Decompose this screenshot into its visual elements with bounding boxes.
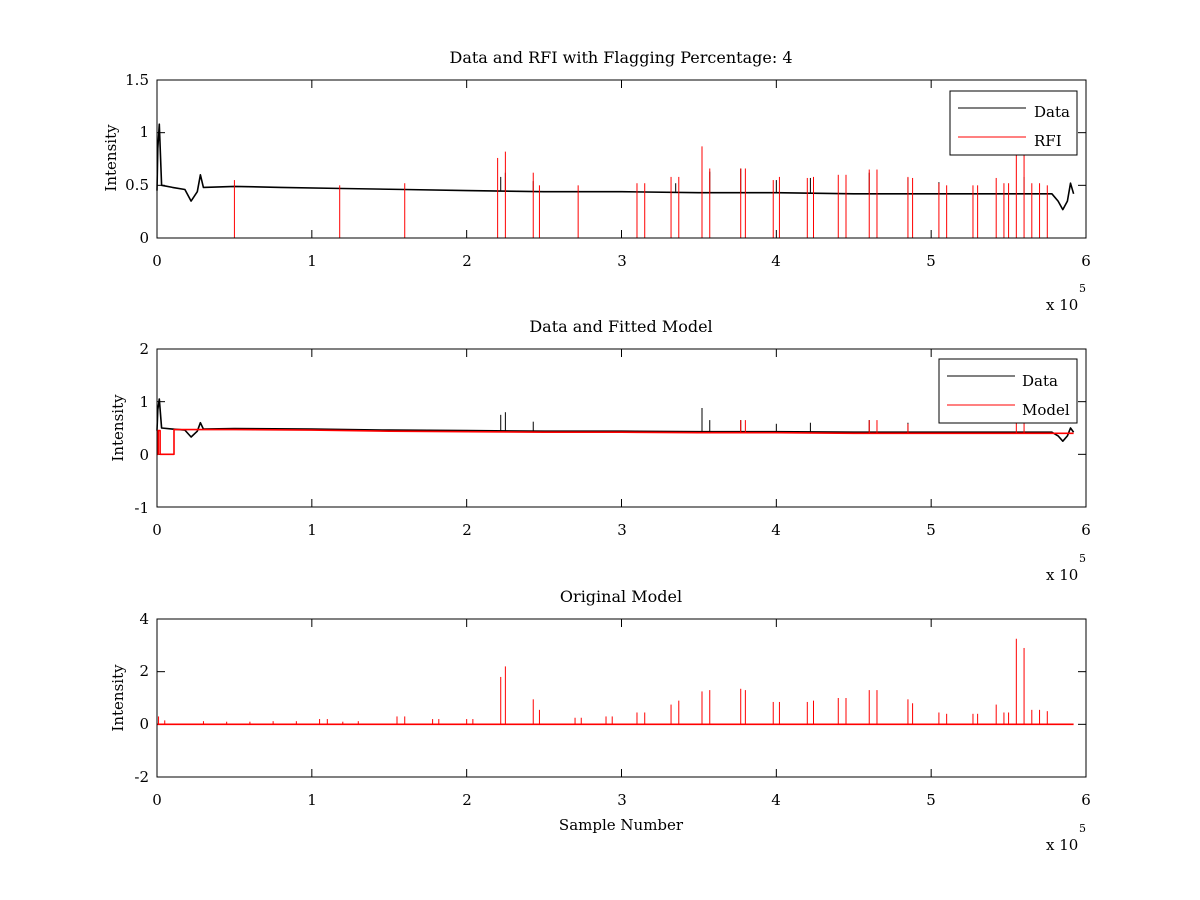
panel2-legend: Data Model <box>938 358 1078 424</box>
panel1-ytick-3: 1.5 <box>125 71 149 89</box>
panel1-xtick-5: 5 <box>926 252 936 270</box>
panel3-xtick-2: 2 <box>462 791 472 809</box>
panel2-legend-box <box>938 358 1078 424</box>
panel2-ytick-labels: -1 0 1 2 <box>134 340 149 517</box>
panel3-x-exponent: x 10 <box>1046 836 1078 854</box>
panel1-xtick-3: 3 <box>617 252 627 270</box>
panel2-xtick-0: 0 <box>152 521 162 539</box>
panel3-axes-box <box>156 618 1087 778</box>
panel1-legend: Data RFI <box>949 90 1078 156</box>
panel1-ytick-1: 0.5 <box>125 176 149 194</box>
panel3-plot-area <box>156 618 1087 778</box>
panel2-ylabel: Intensity <box>109 394 127 462</box>
panel2-ytick-2: 1 <box>139 393 149 411</box>
panel3-xlabel: Sample Number <box>559 816 684 834</box>
panel1-title: Data and RFI with Flagging Percentage: 4 <box>449 48 792 67</box>
panel1-axes-box <box>156 79 1087 239</box>
panel1-ytick-2: 1 <box>139 123 149 141</box>
panel-data-rfi: Data and RFI with Flagging Percentage: 4… <box>102 48 1091 314</box>
panel1-x-exponent: x 10 <box>1046 296 1078 314</box>
panel1-legend-data-label: Data <box>1034 103 1070 121</box>
panel3-xtick-3: 3 <box>617 791 627 809</box>
panel1-x-exponent-power: 5 <box>1079 282 1086 295</box>
panel1-xtick-6: 6 <box>1081 252 1091 270</box>
panel1-xtick-4: 4 <box>771 252 781 270</box>
data-line <box>156 123 1075 211</box>
panel2-legend-model-label: Model <box>1022 401 1070 419</box>
panel2-legend-data-label: Data <box>1022 372 1058 390</box>
panel3-ytick-1: 0 <box>139 715 149 733</box>
panel2-xtick-1: 1 <box>307 521 317 539</box>
panel3-x-exponent-power: 5 <box>1079 822 1086 835</box>
panel1-ytick-0: 0 <box>139 229 149 247</box>
panel1-legend-rfi-label: RFI <box>1034 132 1062 150</box>
panel3-ytick-2: 2 <box>139 662 149 680</box>
panel1-xtick-labels: 0 1 2 3 4 5 6 <box>152 252 1091 270</box>
panel2-xtick-5: 5 <box>926 521 936 539</box>
panel2-xtick-4: 4 <box>771 521 781 539</box>
panel1-plot-area <box>156 79 1087 239</box>
model-line <box>157 428 1074 456</box>
panel2-title: Data and Fitted Model <box>529 317 712 336</box>
panel1-ylabel: Intensity <box>102 124 120 192</box>
panel3-xtick-labels: 0 1 2 3 4 5 6 <box>152 791 1091 809</box>
panel3-xtick-1: 1 <box>307 791 317 809</box>
panel1-xtick-2: 2 <box>462 252 472 270</box>
panel2-x-exponent: x 10 <box>1046 566 1078 584</box>
panel3-xtick-6: 6 <box>1081 791 1091 809</box>
panel1-legend-box <box>949 90 1078 156</box>
panel3-ytick-3: 4 <box>139 610 149 628</box>
panel2-xtick-labels: 0 1 2 3 4 5 6 <box>152 521 1091 539</box>
panel2-xtick-2: 2 <box>462 521 472 539</box>
panel2-x-exponent-power: 5 <box>1079 552 1086 565</box>
panel2-ytick-3: 2 <box>139 340 149 358</box>
panel3-ylabel: Intensity <box>109 664 127 732</box>
panel2-axes-box <box>156 348 1087 508</box>
panel2-xtick-3: 3 <box>617 521 627 539</box>
panel3-title: Original Model <box>560 587 682 606</box>
panel3-xtick-5: 5 <box>926 791 936 809</box>
panel1-xtick-0: 0 <box>152 252 162 270</box>
panel-original-model: Original Model Intensity 0 1 2 3 4 5 6 -… <box>109 587 1091 854</box>
panel2-ytick-1: 0 <box>139 446 149 464</box>
panel3-xtick-0: 0 <box>152 791 162 809</box>
panel3-ytick-labels: -2 0 2 4 <box>134 610 149 786</box>
panel1-ytick-labels: 0 0.5 1 1.5 <box>125 71 149 247</box>
panel2-ytick-0: -1 <box>134 499 149 517</box>
panel1-xtick-1: 1 <box>307 252 317 270</box>
panel3-ytick-0: -2 <box>134 768 149 786</box>
panel3-xtick-4: 4 <box>771 791 781 809</box>
panel2-xtick-6: 6 <box>1081 521 1091 539</box>
panel-data-model: Data and Fitted Model Intensity 0 1 2 3 … <box>109 317 1091 584</box>
